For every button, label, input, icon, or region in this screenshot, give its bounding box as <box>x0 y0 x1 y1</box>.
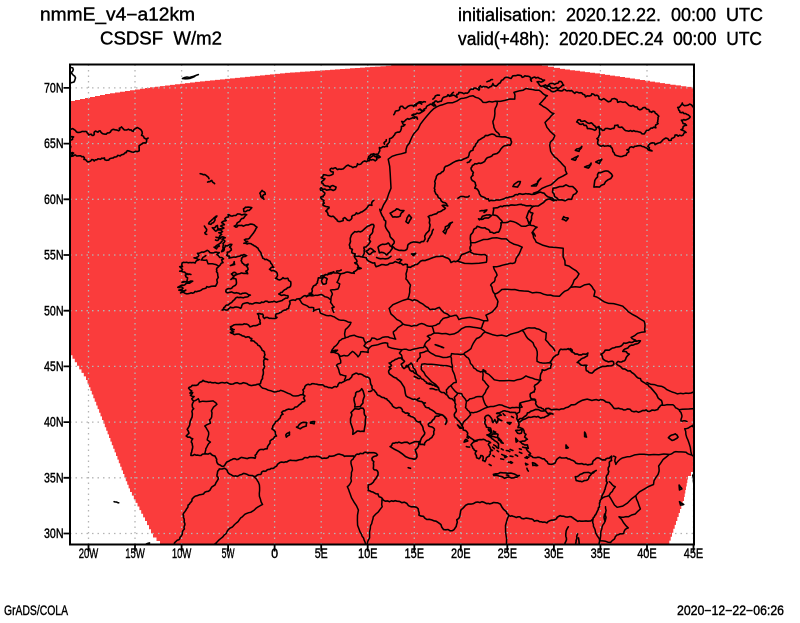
svg-text:10E: 10E <box>358 546 378 561</box>
svg-text:15E: 15E <box>405 546 425 561</box>
svg-text:5W: 5W <box>222 546 235 561</box>
svg-text:2020−12−22−06:26: 2020−12−22−06:26 <box>677 603 784 618</box>
svg-text:40E: 40E <box>637 546 657 561</box>
svg-text:0: 0 <box>271 546 278 561</box>
svg-text:45E: 45E <box>684 546 704 561</box>
svg-text:10W: 10W <box>172 546 192 561</box>
svg-text:25E: 25E <box>498 546 518 561</box>
svg-text:60N: 60N <box>44 192 64 207</box>
svg-text:55N: 55N <box>44 248 64 263</box>
svg-text:70N: 70N <box>44 81 64 96</box>
svg-text:65N: 65N <box>44 136 64 151</box>
svg-text:15W: 15W <box>125 546 145 561</box>
svg-text:20E: 20E <box>451 546 471 561</box>
svg-text:40N: 40N <box>44 415 64 430</box>
svg-text:30N: 30N <box>44 526 64 541</box>
svg-text:5E: 5E <box>315 546 328 561</box>
svg-text:CSDSF W/m2: CSDSF W/m2 <box>100 29 222 49</box>
svg-text:valid(+48h): 2020.DEC.24 00:: valid(+48h): 2020.DEC.24 00:00 UTC <box>458 29 762 49</box>
svg-text:initialisation: 2020.12.22.: initialisation: 2020.12.22. 00:00 UTC <box>458 5 763 25</box>
svg-text:35N: 35N <box>44 470 64 485</box>
svg-text:nmmE_v4−a12km: nmmE_v4−a12km <box>40 5 195 26</box>
svg-text:45N: 45N <box>44 359 64 374</box>
svg-text:35E: 35E <box>591 546 611 561</box>
svg-text:GrADS/COLA: GrADS/COLA <box>4 603 68 618</box>
svg-text:50N: 50N <box>44 303 64 318</box>
svg-text:30E: 30E <box>544 546 564 561</box>
svg-text:20W: 20W <box>79 546 99 561</box>
